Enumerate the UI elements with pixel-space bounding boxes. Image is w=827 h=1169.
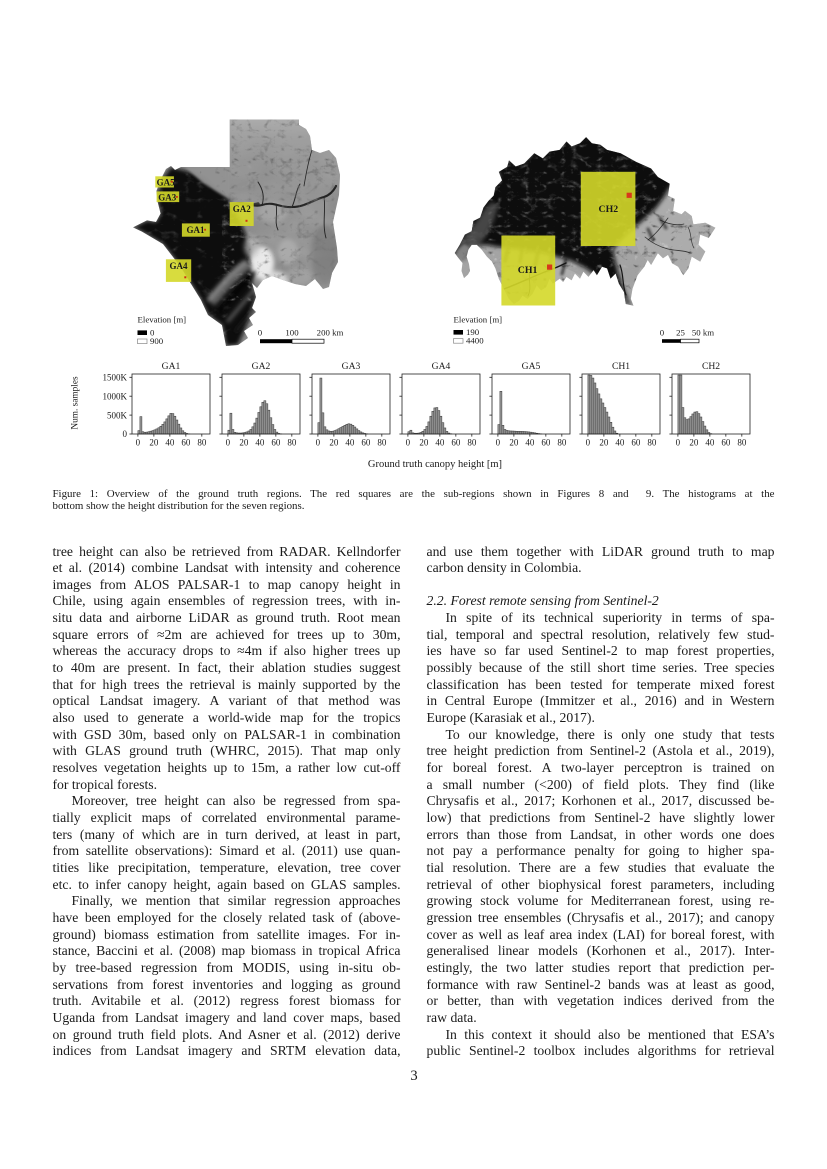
svg-text:200 km: 200 km (317, 328, 344, 338)
svg-text:20: 20 (239, 438, 249, 448)
svg-text:Ground truth canopy height [m]: Ground truth canopy height [m] (368, 459, 502, 470)
svg-text:80: 80 (287, 438, 297, 448)
svg-text:0: 0 (496, 438, 501, 448)
svg-text:60: 60 (361, 438, 371, 448)
svg-text:0: 0 (586, 438, 591, 448)
svg-text:0: 0 (660, 328, 665, 338)
svg-text:Elevation [m]: Elevation [m] (454, 315, 503, 325)
svg-text:80: 80 (557, 438, 567, 448)
svg-text:GA2: GA2 (233, 204, 252, 214)
svg-text:40: 40 (525, 438, 535, 448)
svg-text:20: 20 (599, 438, 609, 448)
svg-text:0: 0 (226, 438, 231, 448)
svg-text:40: 40 (255, 438, 265, 448)
svg-text:0: 0 (258, 328, 263, 338)
svg-text:80: 80 (467, 438, 477, 448)
svg-text:GA4: GA4 (170, 261, 189, 271)
svg-text:CH2: CH2 (599, 204, 619, 215)
svg-text:CH1: CH1 (612, 361, 630, 372)
svg-text:1000K: 1000K (103, 391, 128, 401)
svg-text:190: 190 (466, 327, 480, 337)
svg-text:20: 20 (149, 438, 159, 448)
svg-text:60: 60 (451, 438, 461, 448)
svg-text:80: 80 (197, 438, 207, 448)
svg-text:1500K: 1500K (103, 373, 128, 383)
svg-text:GA3: GA3 (158, 192, 177, 202)
svg-text:GA1: GA1 (162, 361, 181, 372)
svg-text:GA5: GA5 (522, 361, 541, 372)
svg-text:0: 0 (136, 438, 141, 448)
svg-text:60: 60 (541, 438, 551, 448)
svg-text:60: 60 (631, 438, 641, 448)
svg-text:GA4: GA4 (432, 361, 451, 372)
svg-text:Elevation [m]: Elevation [m] (138, 315, 187, 325)
svg-text:20: 20 (329, 438, 339, 448)
svg-text:60: 60 (721, 438, 731, 448)
svg-text:40: 40 (165, 438, 175, 448)
svg-text:0: 0 (316, 438, 321, 448)
svg-text:0: 0 (676, 438, 681, 448)
svg-text:GA3: GA3 (342, 361, 361, 372)
svg-text:20: 20 (419, 438, 429, 448)
svg-text:GA2: GA2 (252, 361, 271, 372)
svg-text:40: 40 (435, 438, 445, 448)
svg-text:GA1: GA1 (187, 225, 206, 235)
svg-text:500K: 500K (107, 410, 128, 420)
svg-text:0: 0 (123, 429, 128, 439)
svg-text:100: 100 (285, 328, 299, 338)
svg-text:Num. samples: Num. samples (71, 376, 81, 430)
svg-text:80: 80 (377, 438, 387, 448)
svg-text:4400: 4400 (466, 336, 484, 346)
svg-text:0: 0 (406, 438, 411, 448)
svg-text:CH1: CH1 (518, 265, 538, 276)
svg-text:40: 40 (705, 438, 715, 448)
svg-text:GA5: GA5 (157, 178, 176, 188)
svg-text:40: 40 (345, 438, 355, 448)
svg-text:60: 60 (271, 438, 281, 448)
svg-text:25: 25 (676, 328, 685, 338)
svg-text:0: 0 (150, 328, 155, 338)
svg-text:60: 60 (181, 438, 191, 448)
svg-text:80: 80 (647, 438, 657, 448)
svg-text:20: 20 (509, 438, 519, 448)
svg-text:20: 20 (689, 438, 699, 448)
svg-text:50 km: 50 km (692, 328, 714, 338)
svg-text:80: 80 (737, 438, 747, 448)
svg-text:CH2: CH2 (702, 361, 720, 372)
svg-text:900: 900 (150, 336, 164, 346)
svg-text:40: 40 (615, 438, 625, 448)
